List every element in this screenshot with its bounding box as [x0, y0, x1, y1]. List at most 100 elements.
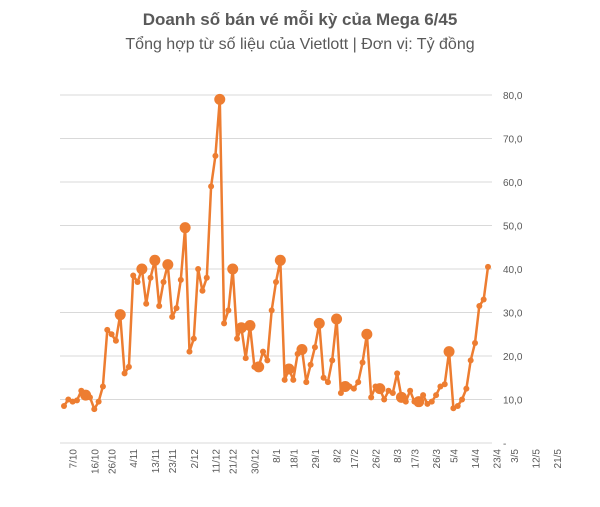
data-point-large: [253, 361, 265, 373]
data-point: [199, 287, 206, 294]
data-point: [203, 274, 210, 281]
data-point-large: [214, 93, 226, 105]
data-point: [433, 392, 440, 399]
x-tick-label: 8/1: [272, 449, 283, 463]
data-point-large: [162, 259, 174, 271]
data-point-large: [296, 343, 308, 355]
grid-lines: [60, 94, 492, 444]
data-point: [143, 300, 150, 307]
x-tick-label: 3/5: [510, 449, 521, 463]
y-tick-label: 20,0: [503, 352, 523, 363]
y-tick-label: 40,0: [503, 265, 523, 276]
data-point-large: [227, 263, 239, 275]
x-tick-label: 30/12: [250, 449, 261, 474]
data-point: [234, 335, 241, 342]
data-point: [156, 302, 163, 309]
x-tick-label: 21/12: [229, 449, 240, 474]
data-point: [260, 348, 267, 355]
data-point: [130, 272, 137, 279]
data-point: [454, 403, 461, 410]
data-point: [91, 406, 98, 413]
data-point: [394, 370, 401, 377]
data-points: [61, 93, 491, 413]
data-point: [112, 337, 119, 344]
data-point: [420, 392, 427, 399]
x-tick-label: 13/11: [151, 449, 162, 474]
y-axis-tick-labels: - 10,0 20,0 30,0 40,0 50,0 60,0 70,0 80,0: [503, 91, 523, 450]
data-point-large: [244, 320, 256, 332]
data-point-large: [313, 317, 325, 329]
x-tick-label: 29/1: [311, 449, 322, 469]
data-point: [108, 331, 115, 338]
x-tick-label: 11/12: [211, 449, 222, 474]
data-point: [320, 374, 327, 381]
data-point-large: [235, 322, 247, 334]
series-line-path: [62, 98, 490, 411]
x-tick-label: 8/3: [393, 449, 404, 463]
data-point: [99, 383, 106, 390]
data-point: [355, 379, 362, 386]
data-point: [441, 381, 448, 388]
x-tick-label: 14/4: [471, 449, 482, 469]
y-tick-label: 10,0: [503, 396, 523, 407]
x-tick-label: 16/10: [90, 449, 101, 474]
data-point: [173, 305, 180, 312]
y-tick-label: 60,0: [503, 178, 523, 189]
y-tick-label: 70,0: [503, 135, 523, 146]
y-tick-label: 30,0: [503, 309, 523, 320]
data-point: [485, 263, 491, 270]
data-point-large: [274, 254, 286, 266]
data-point-large: [149, 254, 161, 266]
data-point: [208, 183, 215, 190]
data-point: [311, 344, 318, 351]
data-point-large: [361, 328, 373, 340]
data-point-large: [413, 396, 425, 408]
data-point: [273, 279, 279, 286]
data-point: [86, 394, 93, 401]
data-point: [160, 279, 167, 286]
data-point: [307, 361, 314, 368]
data-point: [324, 379, 331, 386]
x-tick-label: 26/10: [108, 449, 119, 474]
x-tick-label: 23/4: [493, 449, 504, 469]
data-point: [268, 307, 275, 314]
data-point: [337, 389, 344, 396]
data-point-large: [283, 363, 295, 375]
x-tick-label: 26/3: [432, 449, 443, 469]
data-point: [381, 396, 388, 403]
data-point: [134, 279, 141, 286]
data-point: [476, 302, 483, 309]
y-tick-label: 80,0: [503, 91, 523, 102]
data-point: [190, 335, 197, 342]
data-point: [195, 266, 202, 272]
data-point-large: [443, 346, 455, 358]
x-tick-label: 7/10: [69, 449, 80, 469]
x-tick-label: 8/2: [333, 449, 344, 463]
series-line: [62, 98, 490, 411]
data-point: [303, 379, 310, 386]
x-tick-label: 12/5: [532, 449, 543, 469]
y-tick-label: 50,0: [503, 222, 523, 233]
data-point: [359, 359, 366, 366]
data-point: [402, 398, 409, 405]
x-tick-label: 21/5: [553, 449, 564, 469]
data-point: [242, 355, 249, 362]
data-point: [281, 376, 288, 383]
y-tick-label: -: [503, 439, 506, 450]
data-point: [169, 313, 176, 320]
data-point: [177, 276, 184, 283]
x-tick-label: 18/1: [289, 449, 300, 469]
data-point: [121, 370, 128, 377]
x-tick-label: 2/12: [190, 449, 201, 469]
data-point: [212, 152, 219, 159]
data-point-large: [339, 380, 351, 392]
data-point: [329, 357, 336, 364]
chart-subtitle: Tổng hợp từ số liệu của Vietlott | Đơn v…: [125, 36, 475, 53]
chart-title: Doanh số bán vé mỗi kỳ của Mega 6/45: [142, 10, 458, 29]
data-point-large: [331, 313, 343, 325]
data-point: [290, 376, 297, 383]
data-point: [225, 307, 232, 314]
data-point: [104, 326, 111, 333]
x-tick-label: 23/11: [168, 449, 179, 474]
